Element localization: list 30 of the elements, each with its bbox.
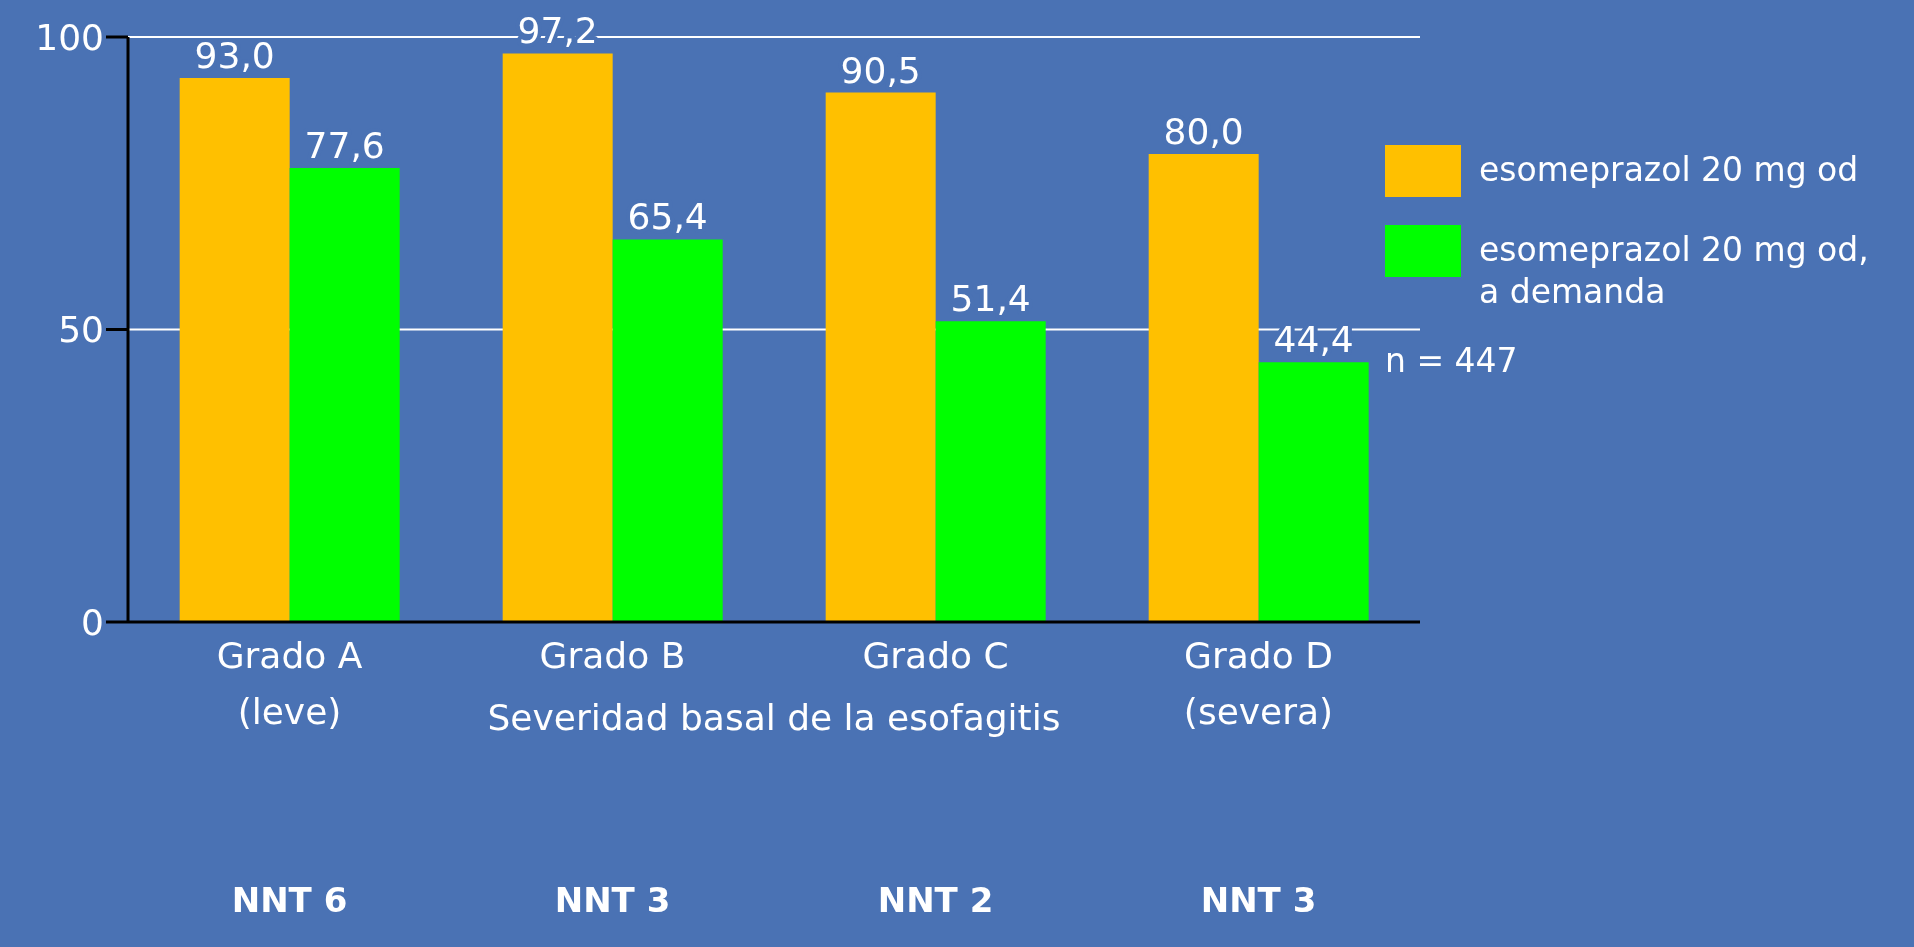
text: NNT 2 <box>876 880 995 920</box>
text: NNT 3 <box>1199 880 1318 920</box>
data-label: 93,0 <box>194 34 275 76</box>
bar <box>612 239 723 622</box>
bar <box>502 53 613 622</box>
data-label: 51,4 <box>950 278 1031 320</box>
data-label: 44,4 <box>1273 319 1354 361</box>
text: NNT 3 <box>553 880 672 920</box>
x-axis-title: Severidad basal de la esofagitis <box>487 697 1061 738</box>
x-tick-label: Grado C <box>862 635 1009 676</box>
y-tick-label: 100 <box>35 16 104 58</box>
y-tick-label: 50 <box>58 309 104 351</box>
bar <box>179 77 290 622</box>
legend-label: esomeprazol 20 mg od, a demanda <box>1479 229 1870 313</box>
x-tick-label: Grado D (severa) <box>1183 635 1334 732</box>
bar <box>1258 362 1369 622</box>
x-tick-label: Grado A (leve) <box>216 635 363 732</box>
text: NNT 6 <box>230 880 349 920</box>
y-tick-label: 0 <box>81 601 104 643</box>
data-label: 90,5 <box>840 49 921 91</box>
legend-label: esomeprazol 20 mg od <box>1479 149 1859 191</box>
bar <box>935 321 1046 622</box>
bar <box>289 168 400 622</box>
data-label: 65,4 <box>627 196 708 238</box>
data-label: 77,6 <box>304 125 385 167</box>
bar <box>1148 154 1259 622</box>
annotation: n = 447 <box>1385 341 1519 380</box>
data-label: 80,0 <box>1163 111 1244 152</box>
x-tick-label: Grado B <box>539 635 686 676</box>
bar <box>825 92 936 622</box>
